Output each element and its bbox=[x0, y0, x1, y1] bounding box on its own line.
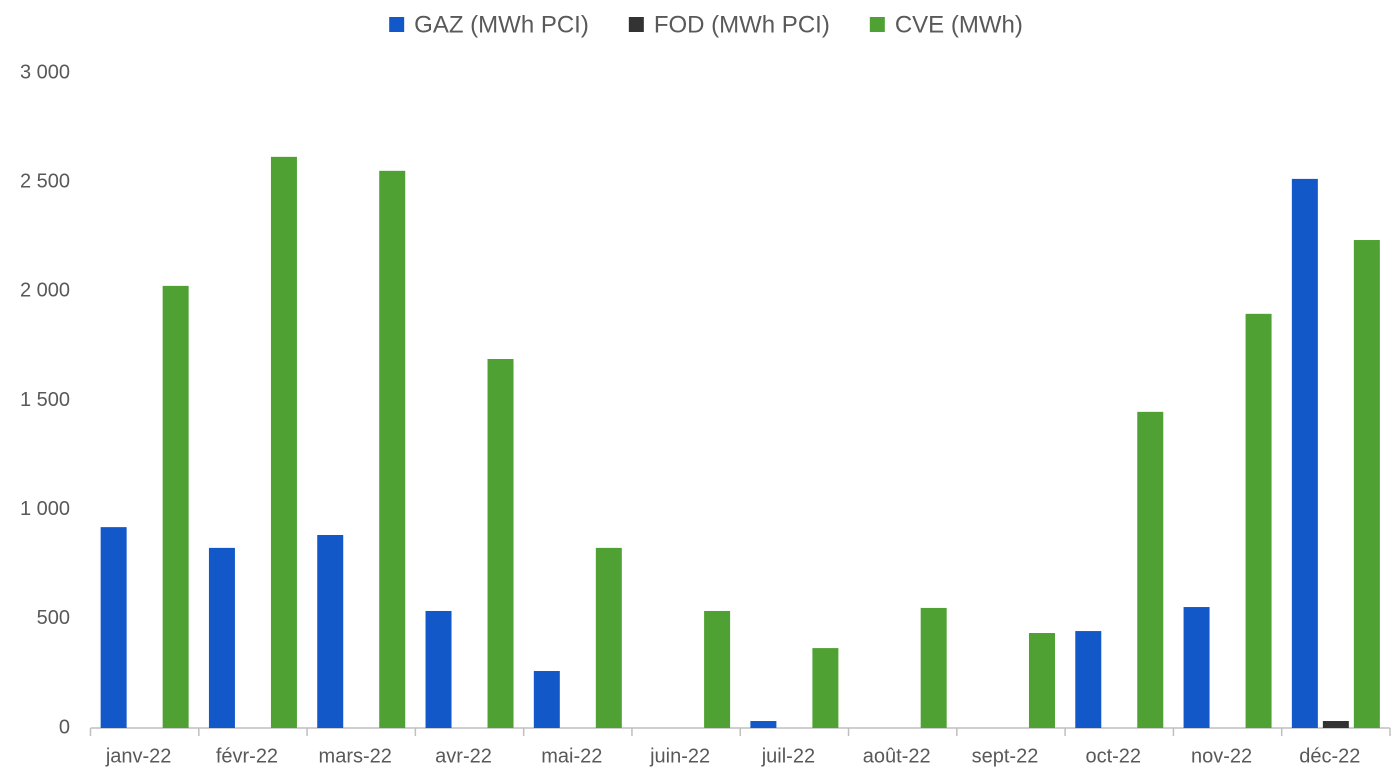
bar bbox=[1137, 411, 1164, 728]
y-tick-label: 500 bbox=[37, 607, 70, 629]
bar bbox=[487, 359, 514, 728]
bar bbox=[1353, 240, 1380, 728]
bar bbox=[379, 170, 406, 728]
y-tick-label: 2 500 bbox=[20, 170, 70, 192]
bar bbox=[1291, 178, 1318, 728]
x-tick-label: avr-22 bbox=[435, 745, 492, 767]
bar bbox=[920, 607, 947, 728]
bar bbox=[1028, 633, 1055, 728]
legend-swatch bbox=[869, 17, 885, 32]
bar bbox=[317, 534, 344, 728]
x-tick-label: juil-22 bbox=[761, 745, 815, 767]
x-tick-label: févr-22 bbox=[216, 745, 278, 767]
bar bbox=[1183, 607, 1210, 728]
legend-swatch bbox=[389, 17, 405, 32]
x-tick-label: déc-22 bbox=[1299, 745, 1360, 767]
bar bbox=[533, 671, 560, 728]
legend: GAZ (MWh PCI) FOD (MWh PCI) CVE (MWh) bbox=[389, 11, 1023, 38]
bar bbox=[595, 547, 622, 728]
bar bbox=[704, 610, 731, 728]
legend-swatch bbox=[628, 17, 644, 32]
bar bbox=[1245, 313, 1272, 728]
bar bbox=[1075, 631, 1102, 728]
bar bbox=[208, 547, 235, 728]
bar bbox=[162, 285, 189, 728]
bar bbox=[100, 527, 127, 728]
bar bbox=[425, 610, 452, 728]
x-tick-label: oct-22 bbox=[1085, 745, 1141, 767]
y-tick-label: 3 000 bbox=[20, 61, 70, 83]
y-tick-label: 1 500 bbox=[20, 389, 70, 411]
x-tick-label: août-22 bbox=[863, 745, 931, 767]
y-tick-label: 1 000 bbox=[20, 498, 70, 520]
legend-label: FOD (MWh PCI) bbox=[654, 11, 830, 38]
x-tick-label: mars-22 bbox=[319, 745, 392, 767]
x-tick-label: sept-22 bbox=[972, 745, 1039, 767]
y-tick-label: 2 000 bbox=[20, 280, 70, 302]
x-tick-label: nov-22 bbox=[1191, 745, 1252, 767]
bar bbox=[1322, 721, 1349, 728]
x-tick-label: janv-22 bbox=[105, 745, 172, 767]
y-tick-label: 0 bbox=[59, 716, 70, 738]
bar bbox=[270, 156, 297, 729]
x-tick-label: mai-22 bbox=[541, 745, 602, 767]
bar bbox=[812, 648, 839, 728]
x-tick-label: juin-22 bbox=[649, 745, 710, 767]
legend-label: GAZ (MWh PCI) bbox=[414, 11, 589, 38]
bar bbox=[750, 721, 777, 728]
legend-label: CVE (MWh) bbox=[895, 11, 1023, 38]
